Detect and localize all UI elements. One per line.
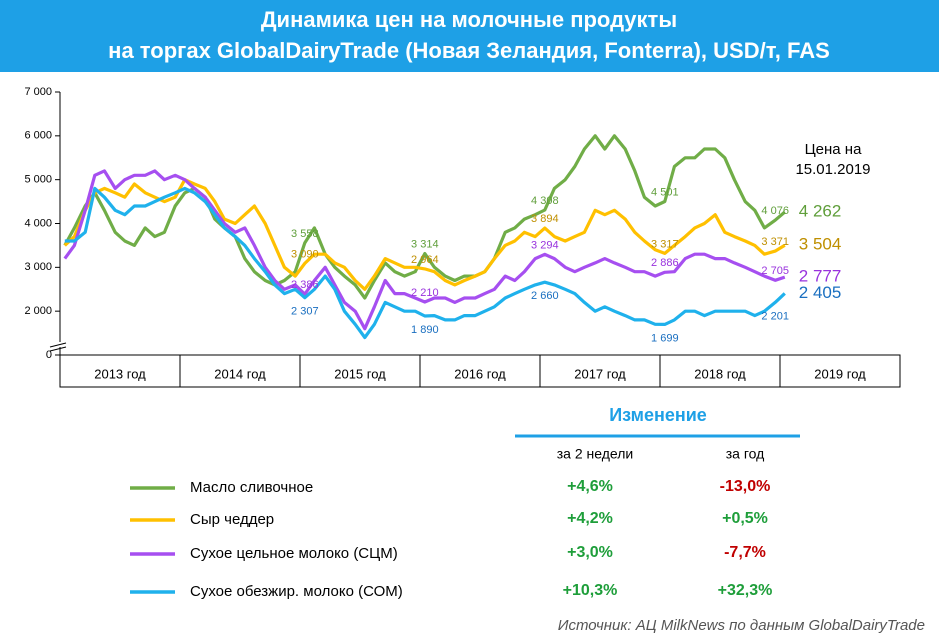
change-value: +4,6% [567, 478, 613, 495]
legend-label: Сухое цельное молоко (СЦМ) [190, 545, 398, 562]
chart-title: Динамика цен на молочные продукты [261, 7, 677, 32]
x-tick-label: 2017 год [574, 366, 626, 381]
change-value: +10,3% [563, 582, 618, 599]
column-header: за 2 недели [557, 446, 633, 462]
value-label: 4 076 [761, 205, 789, 217]
chart-title: на торгах GlobalDairyTrade (Новая Зеланд… [108, 38, 830, 63]
value-label: 2 660 [531, 290, 559, 302]
change-value: +3,0% [567, 544, 613, 561]
annotation: 15.01.2019 [795, 161, 870, 178]
value-label: 3 894 [531, 213, 559, 225]
table-title: Изменение [609, 405, 707, 425]
legend-label: Масло сливочное [190, 479, 313, 496]
value-label: 2 964 [411, 254, 439, 266]
value-label: 2 886 [651, 257, 679, 269]
source: Источник: АЦ MilkNews по данным GlobalDa… [558, 617, 925, 634]
value-label: 3 314 [411, 238, 439, 250]
value-label: 3 371 [761, 236, 789, 248]
change-value: +0,5% [722, 510, 768, 527]
x-tick-label: 2014 год [214, 366, 266, 381]
value-label: 3 294 [531, 239, 559, 251]
legend-label: Сыр чеддер [190, 511, 274, 528]
column-header: за год [726, 446, 765, 462]
legend-label: Сухое обезжир. молоко (СОМ) [190, 583, 403, 600]
value-label: 2 210 [411, 287, 439, 299]
final-value-label: 4 262 [799, 202, 842, 221]
final-value-label: 2 777 [799, 267, 842, 286]
x-tick-label: 2016 год [454, 366, 506, 381]
x-tick-label: 2019 год [814, 366, 866, 381]
value-label: 3 317 [651, 238, 679, 250]
x-tick-label: 2018 год [694, 366, 746, 381]
axis-break [49, 346, 67, 352]
value-label: 4 501 [651, 186, 679, 198]
change-value: +32,3% [718, 582, 773, 599]
final-value-label: 3 504 [799, 235, 842, 254]
value-label: 2 201 [761, 310, 789, 322]
change-value: -7,7% [724, 544, 766, 561]
y-tick-label: 5 000 [24, 174, 52, 186]
y-tick-label: 0 [46, 349, 52, 361]
value-label: 1 699 [651, 332, 679, 344]
value-label: 2 307 [291, 306, 319, 318]
x-tick-label: 2015 год [334, 366, 386, 381]
y-tick-label: 7 000 [24, 86, 52, 98]
value-label: 1 890 [411, 324, 439, 336]
x-tick-label: 2013 год [94, 366, 146, 381]
value-label: 2 705 [761, 265, 789, 277]
series-line [63, 169, 786, 331]
y-tick-label: 4 000 [24, 217, 52, 229]
value-label: 3 558 [291, 228, 319, 240]
series-line [63, 134, 786, 300]
final-value-label: 2 405 [799, 283, 842, 302]
change-value: +4,2% [567, 510, 613, 527]
value-label: 3 090 [291, 248, 319, 260]
y-tick-label: 2 000 [24, 305, 52, 317]
y-tick-label: 3 000 [24, 261, 52, 273]
y-tick-label: 6 000 [24, 130, 52, 142]
annotation: Цена на [805, 141, 863, 158]
title-banner [0, 0, 939, 72]
value-label: 2 386 [291, 279, 319, 291]
series-line [64, 186, 786, 340]
axis-break [49, 342, 67, 348]
value-label: 4 308 [531, 195, 559, 207]
change-value: -13,0% [720, 478, 771, 495]
